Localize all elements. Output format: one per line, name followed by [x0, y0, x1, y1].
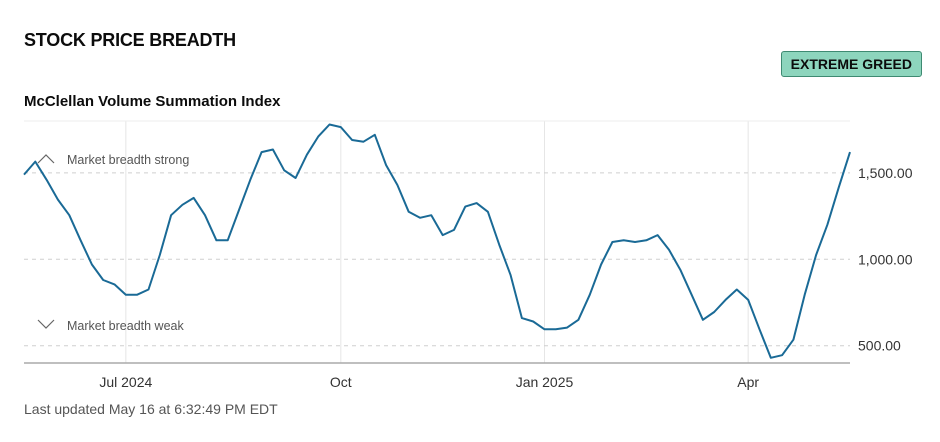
x-tick-label: Apr — [737, 374, 759, 390]
y-tick-label: 500.00 — [858, 338, 901, 354]
chart-title: McClellan Volume Summation Index — [24, 93, 281, 110]
annotation-weak: Market breadth weak — [67, 319, 184, 333]
annotation-strong: Market breadth strong — [67, 153, 189, 167]
y-tick-label: 1,000.00 — [858, 251, 913, 267]
last-updated: Last updated May 16 at 6:32:49 PM EDT — [24, 401, 278, 417]
x-tick-label: Oct — [330, 374, 352, 390]
x-tick-label: Jul 2024 — [99, 374, 152, 390]
sentiment-badge: EXTREME GREED — [780, 51, 922, 77]
page-title: STOCK PRICE BREADTH — [24, 30, 236, 50]
y-tick-label: 1,500.00 — [858, 165, 913, 181]
up-arrow-icon — [37, 154, 55, 164]
index-line — [23, 123, 851, 359]
down-arrow-icon — [37, 319, 55, 329]
x-tick-label: Jan 2025 — [516, 374, 574, 390]
